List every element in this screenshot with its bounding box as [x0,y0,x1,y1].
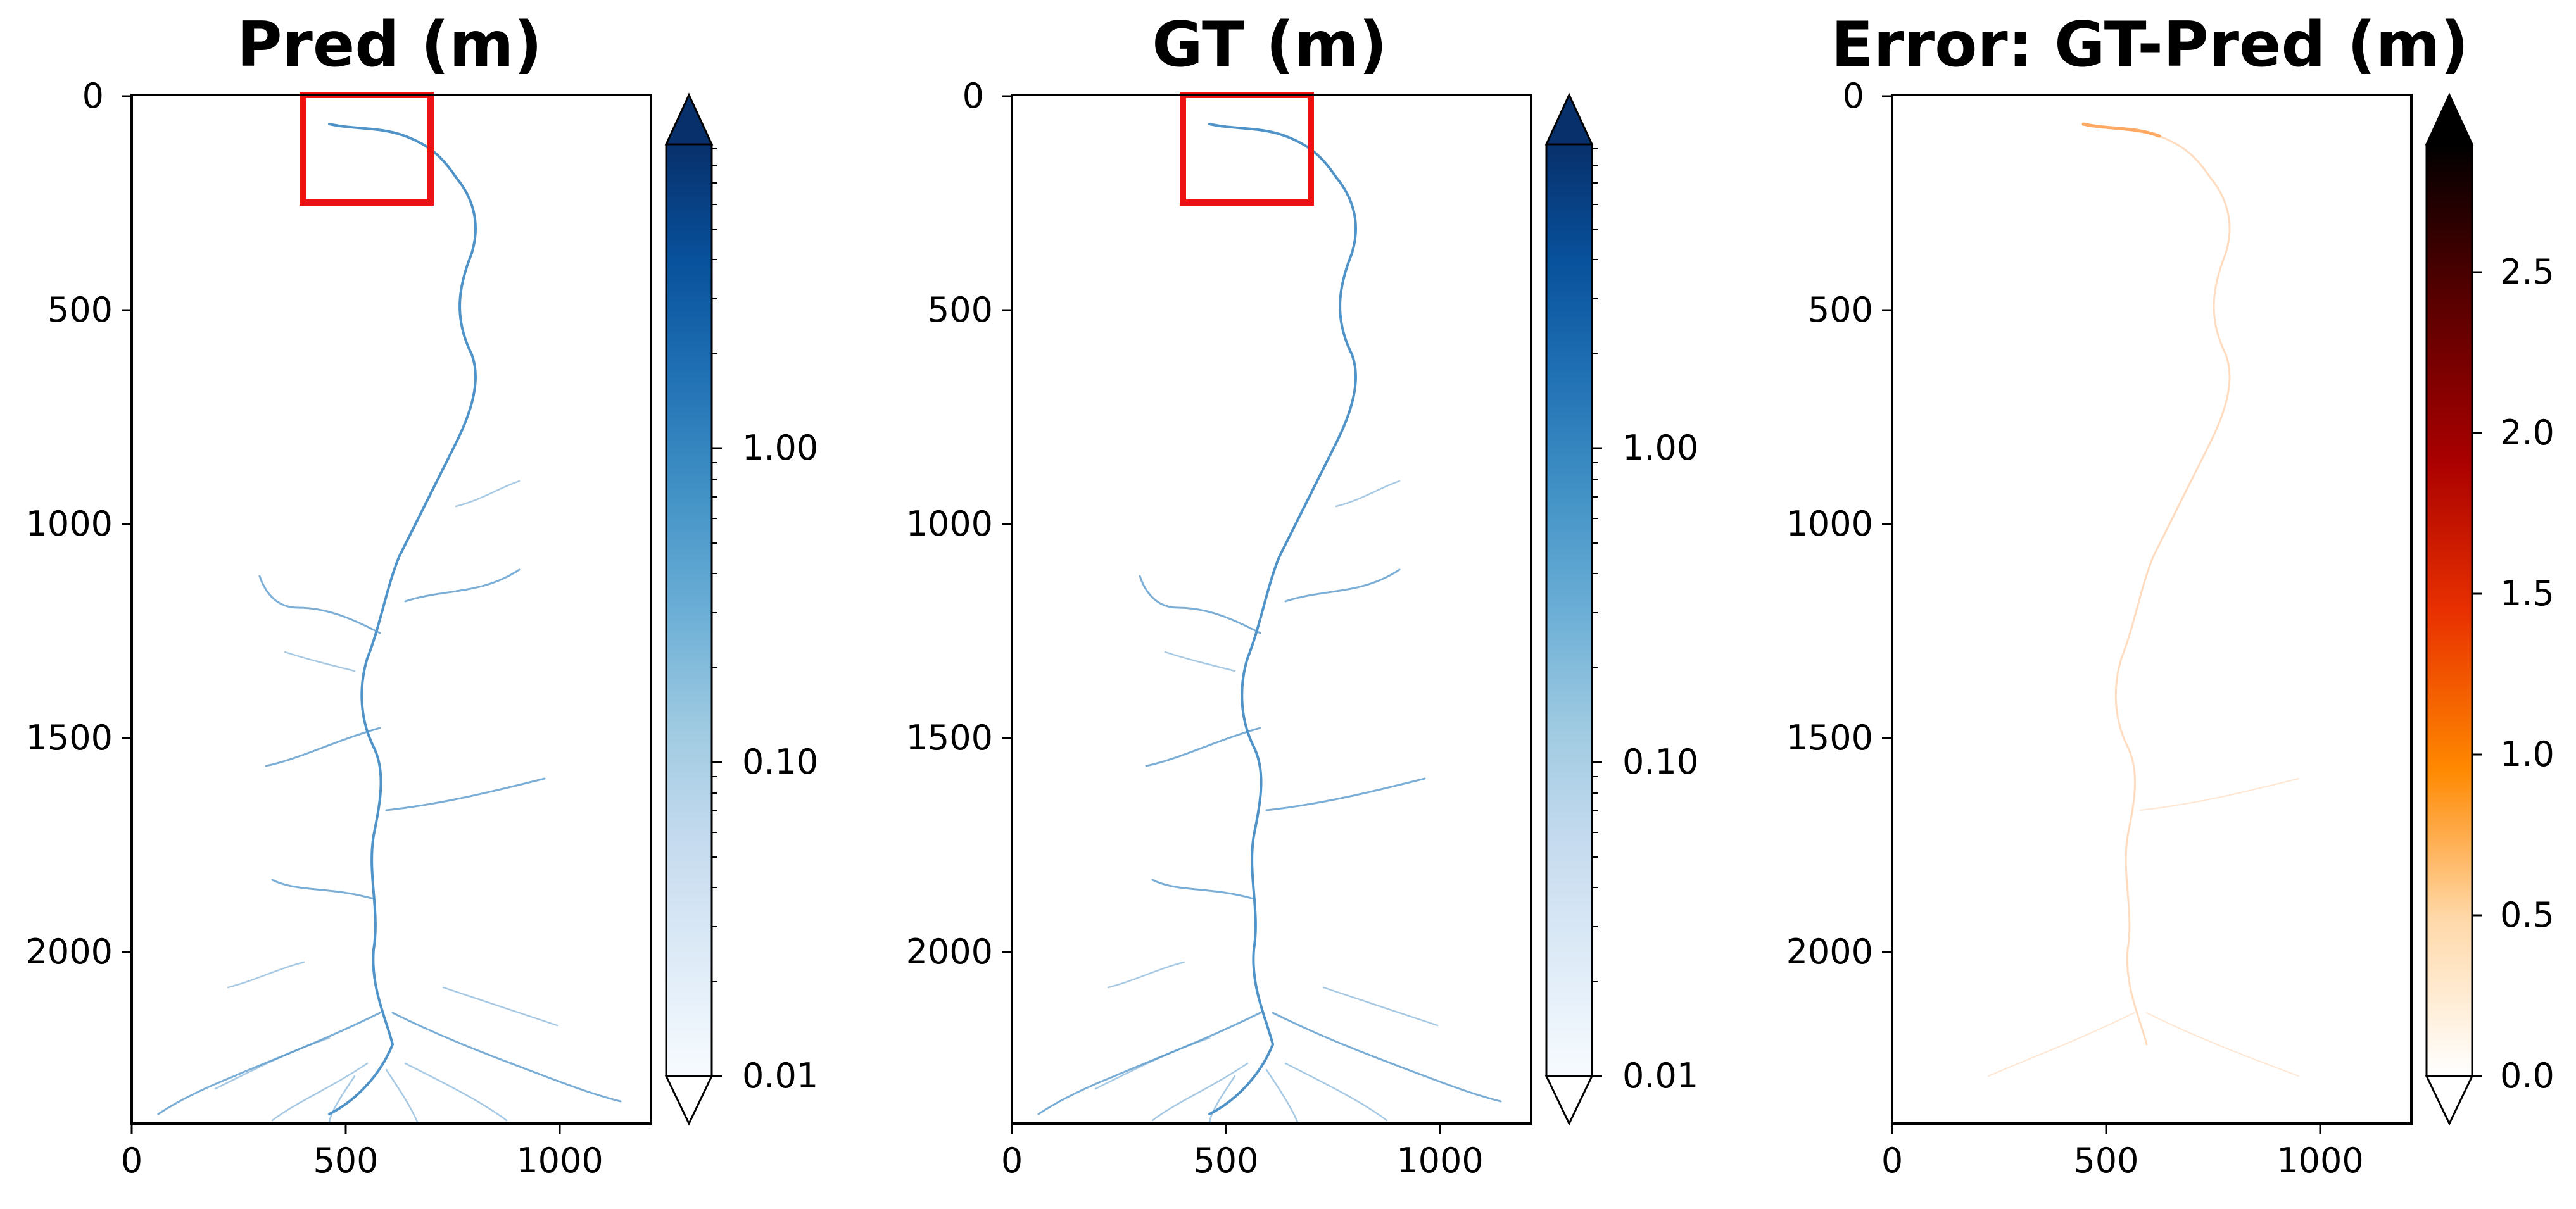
colorbar-extend-top [2425,92,2474,146]
colorbar-tick-label: 0.10 [1622,742,1698,782]
heatmap-image [1891,94,2413,1125]
x-tick-label: 500 [313,1141,378,1181]
y-tick-label: 2000 [1786,932,1873,972]
colorbar-tick-label: 0.0 [2500,1056,2554,1096]
colorbar-tick-label: 1.00 [1622,428,1698,468]
x-tick-label: 500 [1193,1141,1258,1181]
colorbar-extend-bottom [664,1075,714,1126]
panel-title: Pred (m) [237,9,543,81]
colorbar-tick-label: 0.10 [742,742,818,782]
x-tick-label: 0 [121,1141,142,1181]
y-tick-label: 0 [963,76,984,116]
colorbar-gradient [2425,143,2473,1077]
y-tick-label: 500 [1808,290,1873,330]
x-axis: 0 500 1000 [121,1124,603,1181]
colorbar-extend-bottom [1544,1075,1594,1126]
colorbar-extend-top [664,92,714,146]
colorbar-tick-label: 0.01 [742,1056,818,1096]
y-tick-label: 1000 [26,504,113,544]
x-tick-label: 0 [1001,1141,1023,1181]
x-tick-label: 1000 [516,1141,603,1181]
river-network [157,123,622,1125]
axes-frame [130,94,652,1125]
y-axis: 0 500 1000 1500 2000 [26,76,132,972]
panel-gt: GT (m) 0 500 1000 1500 2000 0 [906,9,1699,1181]
colorbar-gradient [1545,143,1593,1077]
colorbar-extend-bottom [2425,1075,2474,1126]
error-traces [1988,122,2299,1077]
colorbar: 0.01 0.10 1.00 [664,92,818,1126]
y-tick-label: 0 [1843,76,1864,116]
y-tick-label: 1500 [26,718,113,758]
panel-title: GT (m) [1152,9,1387,81]
axes-frame [1891,94,2413,1125]
panel-error: Error: GT-Pred (m) 0 500 1000 1500 2000 [1786,9,2554,1181]
y-tick-label: 500 [928,290,993,330]
x-tick-label: 1000 [1396,1141,1483,1181]
y-tick-label: 1500 [906,718,993,758]
y-tick-label: 2000 [26,932,113,972]
y-tick-label: 1000 [906,504,993,544]
y-tick-label: 2000 [906,932,993,972]
y-tick-label: 0 [82,76,104,116]
colorbar: 0.01 0.10 1.00 [1544,92,1698,1126]
colorbar-extend-top [1544,92,1594,146]
colorbar-gradient [665,143,713,1077]
x-tick-label: 1000 [2276,1141,2363,1181]
y-tick-label: 1500 [1786,718,1873,758]
colorbar: 0.0 0.5 1.0 1.5 2.0 2.5 [2425,92,2554,1126]
colorbar-tick-label: 2.5 [2500,252,2554,292]
heatmap-image [1011,92,1532,1125]
y-tick-label: 1000 [1786,504,1873,544]
x-tick-label: 0 [1881,1141,1903,1181]
panel-pred: Pred (m) 0 500 1000 1500 2000 0 [26,9,819,1181]
colorbar-tick-label: 1.5 [2500,573,2554,613]
x-tick-label: 500 [2073,1141,2138,1181]
x-axis: 0 500 1000 [1001,1124,1484,1181]
river-network [1037,123,1502,1125]
y-tick-label: 500 [47,290,113,330]
colorbar-tick-label: 0.5 [2500,895,2554,935]
colorbar-tick-label: 1.0 [2500,734,2554,774]
heatmap-image [130,92,652,1125]
y-axis: 0 500 1000 1500 2000 [1786,76,1892,972]
panel-title: Error: GT-Pred (m) [1831,9,2469,81]
colorbar-tick-label: 2.0 [2500,413,2554,453]
colorbar-tick-label: 1.00 [742,428,818,468]
y-axis: 0 500 1000 1500 2000 [906,76,1012,972]
axes-frame [1011,94,1532,1125]
colorbar-tick-label: 0.01 [1622,1056,1698,1096]
x-axis: 0 500 1000 [1881,1124,2364,1181]
